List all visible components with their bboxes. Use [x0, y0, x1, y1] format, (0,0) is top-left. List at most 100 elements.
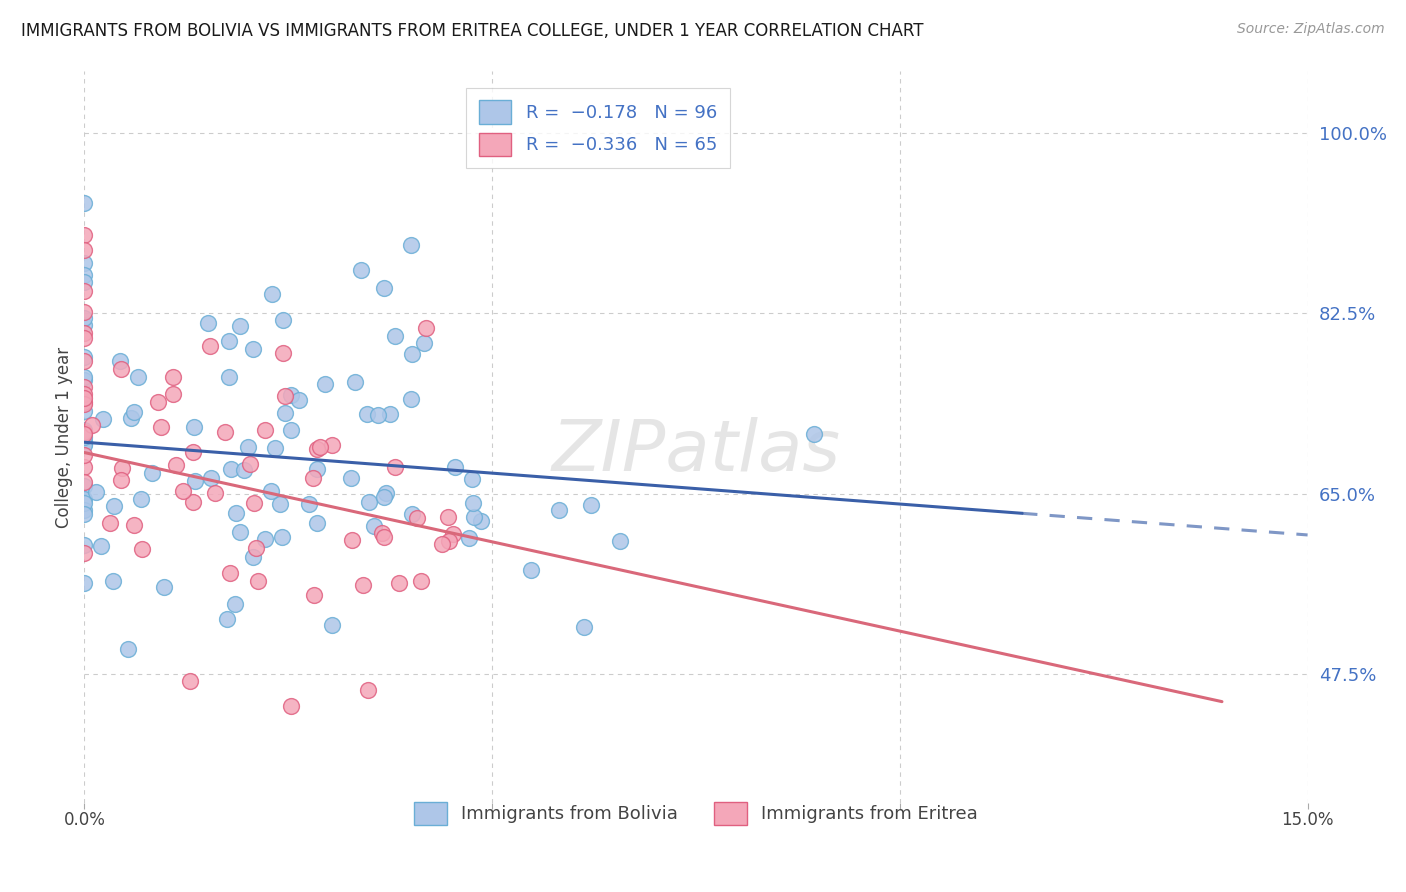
- Point: [609, 534, 631, 549]
- Point: [401, 392, 423, 406]
- Point: [179, 674, 201, 689]
- Point: [242, 549, 264, 564]
- Point: [321, 438, 343, 452]
- Text: ZIPatlas: ZIPatlas: [551, 417, 841, 486]
- Point: [73, 397, 96, 411]
- Point: [280, 698, 302, 713]
- Point: [225, 507, 247, 521]
- Point: [146, 395, 169, 409]
- Point: [280, 423, 302, 437]
- Point: [73, 380, 96, 394]
- Point: [200, 471, 222, 485]
- Point: [129, 491, 152, 506]
- Point: [73, 430, 96, 444]
- Point: [579, 498, 602, 512]
- Point: [165, 458, 187, 473]
- Point: [73, 391, 96, 405]
- Point: [84, 485, 107, 500]
- Text: 0.0%: 0.0%: [63, 811, 105, 829]
- Point: [221, 461, 243, 475]
- Point: [73, 331, 96, 345]
- Point: [181, 494, 204, 508]
- Point: [247, 574, 270, 589]
- Point: [406, 511, 429, 525]
- Point: [73, 507, 96, 521]
- Point: [117, 642, 139, 657]
- Point: [73, 503, 96, 517]
- Text: IMMIGRANTS FROM BOLIVIA VS IMMIGRANTS FROM ERITREA COLLEGE, UNDER 1 YEAR CORRELA: IMMIGRANTS FROM BOLIVIA VS IMMIGRANTS FR…: [21, 22, 924, 40]
- Point: [314, 376, 336, 391]
- Point: [245, 541, 267, 556]
- Point: [111, 461, 134, 475]
- Point: [73, 395, 96, 409]
- Point: [307, 516, 329, 530]
- Point: [73, 318, 96, 333]
- Point: [343, 376, 366, 390]
- Point: [374, 485, 396, 500]
- Point: [302, 471, 325, 485]
- Point: [73, 227, 96, 242]
- Point: [73, 268, 96, 283]
- Point: [229, 524, 252, 539]
- Point: [73, 326, 96, 341]
- Point: [340, 471, 363, 485]
- Point: [73, 538, 96, 552]
- Point: [271, 313, 294, 327]
- Point: [90, 540, 112, 554]
- Point: [110, 473, 132, 487]
- Point: [388, 576, 411, 591]
- Point: [356, 407, 378, 421]
- Point: [415, 320, 437, 334]
- Point: [214, 425, 236, 439]
- Point: [229, 318, 252, 333]
- Point: [357, 682, 380, 697]
- Point: [239, 458, 262, 472]
- Point: [384, 328, 406, 343]
- Point: [183, 420, 205, 434]
- Point: [305, 442, 328, 456]
- Point: [73, 386, 96, 401]
- Point: [82, 418, 104, 433]
- Point: [269, 497, 291, 511]
- Point: [413, 335, 436, 350]
- Point: [73, 427, 96, 442]
- Point: [162, 370, 184, 384]
- Point: [73, 448, 96, 462]
- Point: [470, 514, 492, 528]
- Point: [264, 441, 287, 455]
- Point: [73, 475, 96, 489]
- Point: [101, 574, 124, 589]
- Point: [288, 392, 311, 407]
- Point: [197, 317, 219, 331]
- Point: [110, 362, 132, 376]
- Point: [131, 542, 153, 557]
- Point: [91, 412, 114, 426]
- Point: [73, 425, 96, 440]
- Point: [350, 263, 373, 277]
- Text: Source: ZipAtlas.com: Source: ZipAtlas.com: [1237, 22, 1385, 37]
- Point: [215, 612, 238, 626]
- Point: [352, 577, 374, 591]
- Point: [141, 467, 163, 481]
- Point: [73, 423, 96, 437]
- Point: [547, 503, 569, 517]
- Point: [73, 404, 96, 418]
- Point: [304, 588, 326, 602]
- Point: [73, 370, 96, 384]
- Point: [253, 533, 276, 547]
- Point: [432, 537, 454, 551]
- Point: [224, 597, 246, 611]
- Text: 15.0%: 15.0%: [1281, 811, 1334, 829]
- Point: [236, 440, 259, 454]
- Point: [153, 580, 176, 594]
- Point: [73, 195, 96, 210]
- Legend: Immigrants from Bolivia, Immigrants from Eritrea: Immigrants from Bolivia, Immigrants from…: [405, 793, 987, 834]
- Point: [127, 369, 149, 384]
- Point: [73, 546, 96, 560]
- Point: [274, 407, 297, 421]
- Y-axis label: College, Under 1 year: College, Under 1 year: [55, 346, 73, 528]
- Point: [370, 525, 392, 540]
- Point: [373, 281, 395, 295]
- Point: [73, 496, 96, 510]
- Point: [274, 388, 297, 402]
